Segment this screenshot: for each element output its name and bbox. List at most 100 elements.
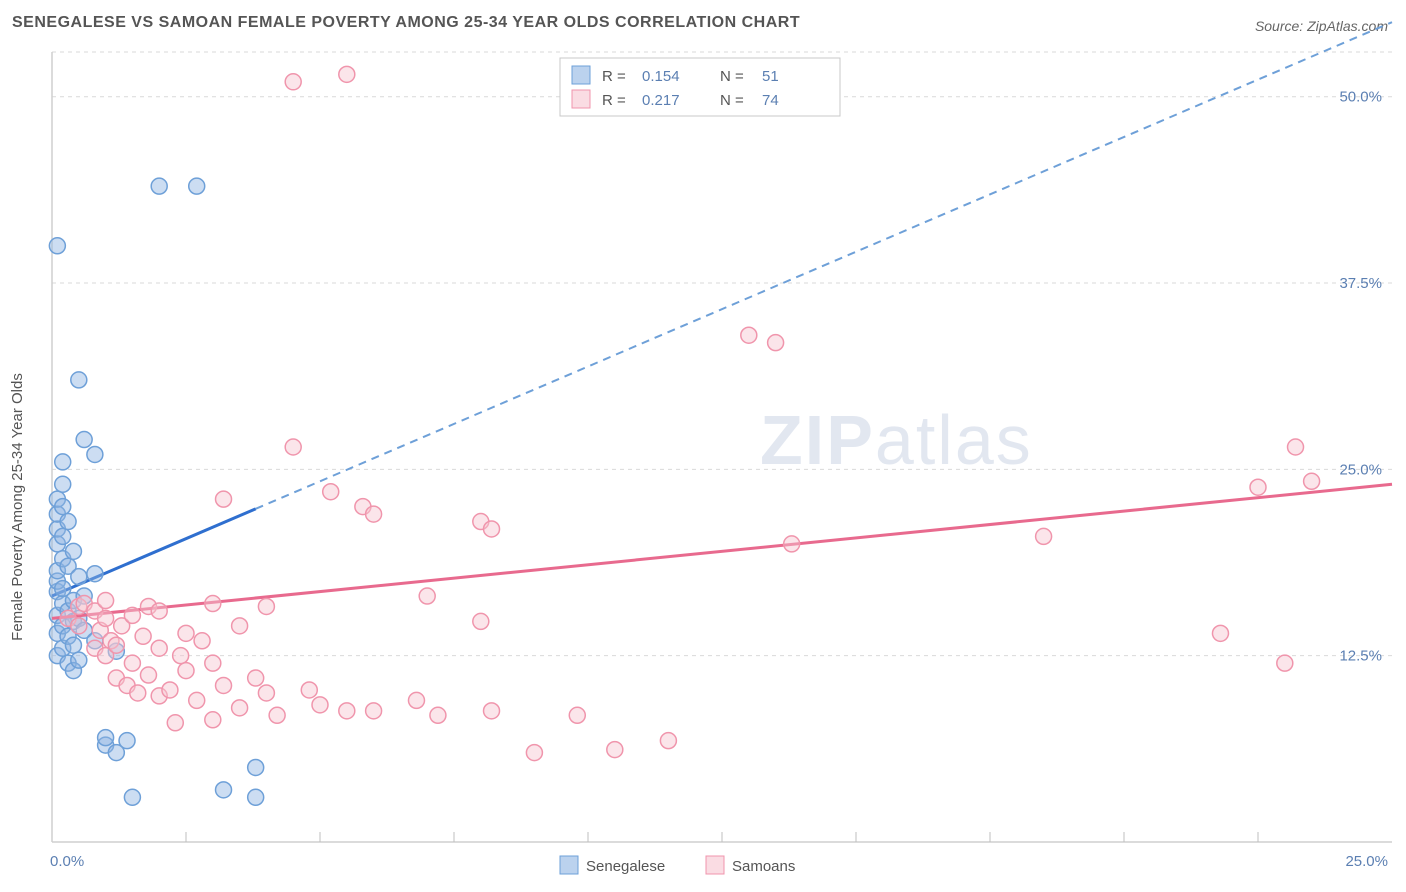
data-point <box>366 506 382 522</box>
data-point <box>1304 473 1320 489</box>
y-tick-label: 12.5% <box>1339 648 1382 665</box>
data-point <box>1212 625 1228 641</box>
data-point <box>71 652 87 668</box>
data-point <box>205 596 221 612</box>
data-point <box>248 670 264 686</box>
x-tick-label: 0.0% <box>50 853 84 870</box>
legend-n-label: N = <box>720 68 744 85</box>
legend-swatch <box>572 90 590 108</box>
data-point <box>339 66 355 82</box>
data-point <box>205 712 221 728</box>
legend-n-label: N = <box>720 92 744 109</box>
data-point <box>98 730 114 746</box>
trend-line <box>52 484 1392 618</box>
data-point <box>65 543 81 559</box>
legend-series-label: Samoans <box>732 858 795 875</box>
data-point <box>124 607 140 623</box>
data-point <box>339 703 355 719</box>
data-point <box>232 618 248 634</box>
data-point <box>189 178 205 194</box>
legend-swatch <box>572 66 590 84</box>
data-point <box>216 782 232 798</box>
data-point <box>285 439 301 455</box>
legend-swatch <box>706 856 724 874</box>
scatter-plot: 12.5% 25.0% 37.5% 50.0% 0.0% 25.0% Female Pove… <box>0 0 1406 892</box>
data-point <box>205 655 221 671</box>
data-point <box>216 491 232 507</box>
data-point <box>55 454 71 470</box>
data-point <box>569 707 585 723</box>
y-tick-label: 37.5% <box>1339 275 1382 292</box>
data-point <box>98 593 114 609</box>
data-point <box>366 703 382 719</box>
chart-container: SENEGALESE VS SAMOAN FEMALE POVERTY AMON… <box>0 0 1406 892</box>
data-point <box>1250 479 1266 495</box>
data-point <box>173 648 189 664</box>
data-point <box>285 74 301 90</box>
x-tick-label: 25.0% <box>1345 853 1388 870</box>
data-point <box>87 566 103 582</box>
legend-n-value: 74 <box>762 92 779 109</box>
data-point <box>248 759 264 775</box>
data-point <box>1277 655 1293 671</box>
data-point <box>71 618 87 634</box>
data-point <box>151 640 167 656</box>
data-point <box>178 625 194 641</box>
data-point <box>130 685 146 701</box>
y-axis-label: Female Poverty Among 25-34 Year Olds <box>9 373 26 641</box>
legend-r-value: 0.217 <box>642 92 680 109</box>
data-point <box>55 528 71 544</box>
legend-swatch <box>560 856 578 874</box>
data-point <box>784 536 800 552</box>
data-point <box>151 178 167 194</box>
data-point <box>194 633 210 649</box>
y-tick-label: 50.0% <box>1339 89 1382 106</box>
data-point <box>71 569 87 585</box>
data-point <box>151 603 167 619</box>
legend-series-label: Senegalese <box>586 858 665 875</box>
data-point <box>55 476 71 492</box>
data-point <box>301 682 317 698</box>
data-point <box>408 692 424 708</box>
data-point <box>124 655 140 671</box>
legend-r-value: 0.154 <box>642 68 680 85</box>
data-point <box>484 521 500 537</box>
data-point <box>484 703 500 719</box>
data-point <box>248 789 264 805</box>
data-point <box>473 613 489 629</box>
y-tick-label: 25.0% <box>1339 461 1382 478</box>
data-point <box>124 789 140 805</box>
data-point <box>167 715 183 731</box>
data-point <box>140 667 156 683</box>
data-point <box>71 372 87 388</box>
data-point <box>430 707 446 723</box>
data-point <box>119 733 135 749</box>
data-point <box>1288 439 1304 455</box>
data-point <box>98 610 114 626</box>
data-point <box>76 432 92 448</box>
data-point <box>258 685 274 701</box>
data-point <box>108 637 124 653</box>
data-point <box>87 446 103 462</box>
data-point <box>178 663 194 679</box>
data-point <box>60 514 76 530</box>
data-point <box>232 700 248 716</box>
data-point <box>323 484 339 500</box>
data-point <box>660 733 676 749</box>
data-point <box>419 588 435 604</box>
data-point <box>258 598 274 614</box>
legend-n-value: 51 <box>762 68 779 85</box>
data-point <box>312 697 328 713</box>
data-point <box>526 745 542 761</box>
data-point <box>189 692 205 708</box>
data-point <box>49 238 65 254</box>
data-point <box>135 628 151 644</box>
legend-r-label: R = <box>602 68 626 85</box>
data-point <box>216 677 232 693</box>
data-point <box>65 637 81 653</box>
data-point <box>269 707 285 723</box>
legend-r-label: R = <box>602 92 626 109</box>
data-point <box>768 335 784 351</box>
data-point <box>607 742 623 758</box>
data-point <box>162 682 178 698</box>
